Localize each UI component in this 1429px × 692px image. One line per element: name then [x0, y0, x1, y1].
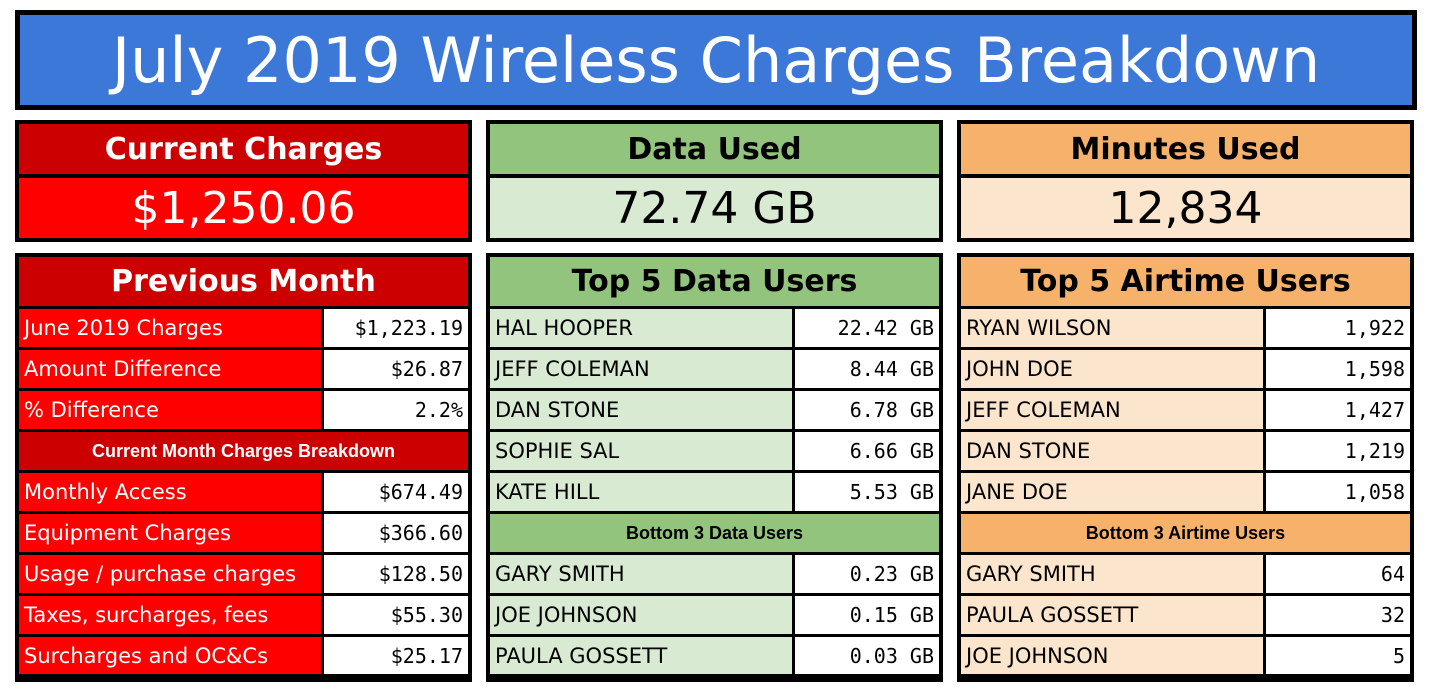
user-value: 1,427 [1266, 391, 1410, 429]
top-airtime-users-title: Top 5 Airtime Users [961, 257, 1410, 309]
row-value: $25.17 [324, 637, 468, 674]
user-value: 8.44 GB [795, 350, 939, 388]
row-value: $1,223.19 [324, 309, 468, 347]
table-row: JOE JOHNSON 0.15 GB [490, 596, 939, 637]
user-value: 5.53 GB [795, 473, 939, 511]
row-value: $128.50 [324, 555, 468, 593]
table-row: RYAN WILSON 1,922 [961, 309, 1410, 350]
data-used-value: 72.74 GB [490, 178, 939, 238]
user-name: JOHN DOE [961, 350, 1266, 388]
user-name: JOE JOHNSON [490, 596, 795, 634]
user-name: RYAN WILSON [961, 309, 1266, 347]
previous-month-panel: Previous Month June 2019 Charges $1,223.… [15, 253, 472, 682]
user-value: 6.66 GB [795, 432, 939, 470]
user-value: 0.03 GB [795, 637, 939, 674]
row-value: $26.87 [324, 350, 468, 388]
data-used-card: Data Used 72.74 GB [486, 120, 943, 242]
minutes-used-value: 12,834 [961, 178, 1410, 238]
row-value: $366.60 [324, 514, 468, 552]
user-value: 5 [1266, 637, 1410, 674]
table-row: Amount Difference $26.87 [19, 350, 468, 391]
table-row: HAL HOOPER 22.42 GB [490, 309, 939, 350]
previous-month-title: Previous Month [19, 257, 468, 309]
current-charges-card: Current Charges $1,250.06 [15, 120, 472, 242]
table-row: Surcharges and OC&Cs $25.17 [19, 637, 468, 674]
user-name: JANE DOE [961, 473, 1266, 511]
user-name: HAL HOOPER [490, 309, 795, 347]
row-value: $674.49 [324, 473, 468, 511]
row-label: Monthly Access [19, 473, 324, 511]
user-name: GARY SMITH [490, 555, 795, 593]
table-row: DAN STONE 1,219 [961, 432, 1410, 473]
row-label: % Difference [19, 391, 324, 429]
bottom-airtime-users-subheader: Bottom 3 Airtime Users [961, 514, 1410, 555]
table-row: Taxes, surcharges, fees $55.30 [19, 596, 468, 637]
table-row: PAULA GOSSETT 32 [961, 596, 1410, 637]
user-value: 1,598 [1266, 350, 1410, 388]
user-value: 0.15 GB [795, 596, 939, 634]
table-row: Monthly Access $674.49 [19, 473, 468, 514]
row-value: $55.30 [324, 596, 468, 634]
user-value: 0.23 GB [795, 555, 939, 593]
table-row: JANE DOE 1,058 [961, 473, 1410, 514]
top-airtime-users-panel: Top 5 Airtime Users RYAN WILSON 1,922 JO… [957, 253, 1414, 682]
table-row: JEFF COLEMAN 8.44 GB [490, 350, 939, 391]
user-name: JEFF COLEMAN [490, 350, 795, 388]
row-label: Surcharges and OC&Cs [19, 637, 324, 674]
user-name: KATE HILL [490, 473, 795, 511]
table-row: JOE JOHNSON 5 [961, 637, 1410, 674]
row-value: 2.2% [324, 391, 468, 429]
user-name: JEFF COLEMAN [961, 391, 1266, 429]
user-name: PAULA GOSSETT [961, 596, 1266, 634]
table-row: JEFF COLEMAN 1,427 [961, 391, 1410, 432]
table-row: KATE HILL 5.53 GB [490, 473, 939, 514]
user-name: GARY SMITH [961, 555, 1266, 593]
table-row: GARY SMITH 0.23 GB [490, 555, 939, 596]
table-row: % Difference 2.2% [19, 391, 468, 432]
user-name: SOPHIE SAL [490, 432, 795, 470]
row-label: Amount Difference [19, 350, 324, 388]
row-label: June 2019 Charges [19, 309, 324, 347]
user-name: DAN STONE [490, 391, 795, 429]
row-label: Taxes, surcharges, fees [19, 596, 324, 634]
user-name: DAN STONE [961, 432, 1266, 470]
user-value: 64 [1266, 555, 1410, 593]
user-value: 22.42 GB [795, 309, 939, 347]
table-row: PAULA GOSSETT 0.03 GB [490, 637, 939, 674]
current-charges-label: Current Charges [19, 124, 468, 178]
user-value: 32 [1266, 596, 1410, 634]
row-label: Usage / purchase charges [19, 555, 324, 593]
user-name: PAULA GOSSETT [490, 637, 795, 674]
table-row: Usage / purchase charges $128.50 [19, 555, 468, 596]
current-charges-value: $1,250.06 [19, 178, 468, 238]
page-title: July 2019 Wireless Charges Breakdown [15, 10, 1417, 110]
table-row: DAN STONE 6.78 GB [490, 391, 939, 432]
table-row: Equipment Charges $366.60 [19, 514, 468, 555]
user-value: 1,219 [1266, 432, 1410, 470]
data-used-label: Data Used [490, 124, 939, 178]
table-row: June 2019 Charges $1,223.19 [19, 309, 468, 350]
user-name: JOE JOHNSON [961, 637, 1266, 674]
user-value: 1,058 [1266, 473, 1410, 511]
user-value: 1,922 [1266, 309, 1410, 347]
table-row: SOPHIE SAL 6.66 GB [490, 432, 939, 473]
table-row: JOHN DOE 1,598 [961, 350, 1410, 391]
top-data-users-title: Top 5 Data Users [490, 257, 939, 309]
user-value: 6.78 GB [795, 391, 939, 429]
minutes-used-label: Minutes Used [961, 124, 1410, 178]
top-data-users-panel: Top 5 Data Users HAL HOOPER 22.42 GB JEF… [486, 253, 943, 682]
table-row: GARY SMITH 64 [961, 555, 1410, 596]
bottom-data-users-subheader: Bottom 3 Data Users [490, 514, 939, 555]
breakdown-subheader: Current Month Charges Breakdown [19, 432, 468, 473]
minutes-used-card: Minutes Used 12,834 [957, 120, 1414, 242]
row-label: Equipment Charges [19, 514, 324, 552]
